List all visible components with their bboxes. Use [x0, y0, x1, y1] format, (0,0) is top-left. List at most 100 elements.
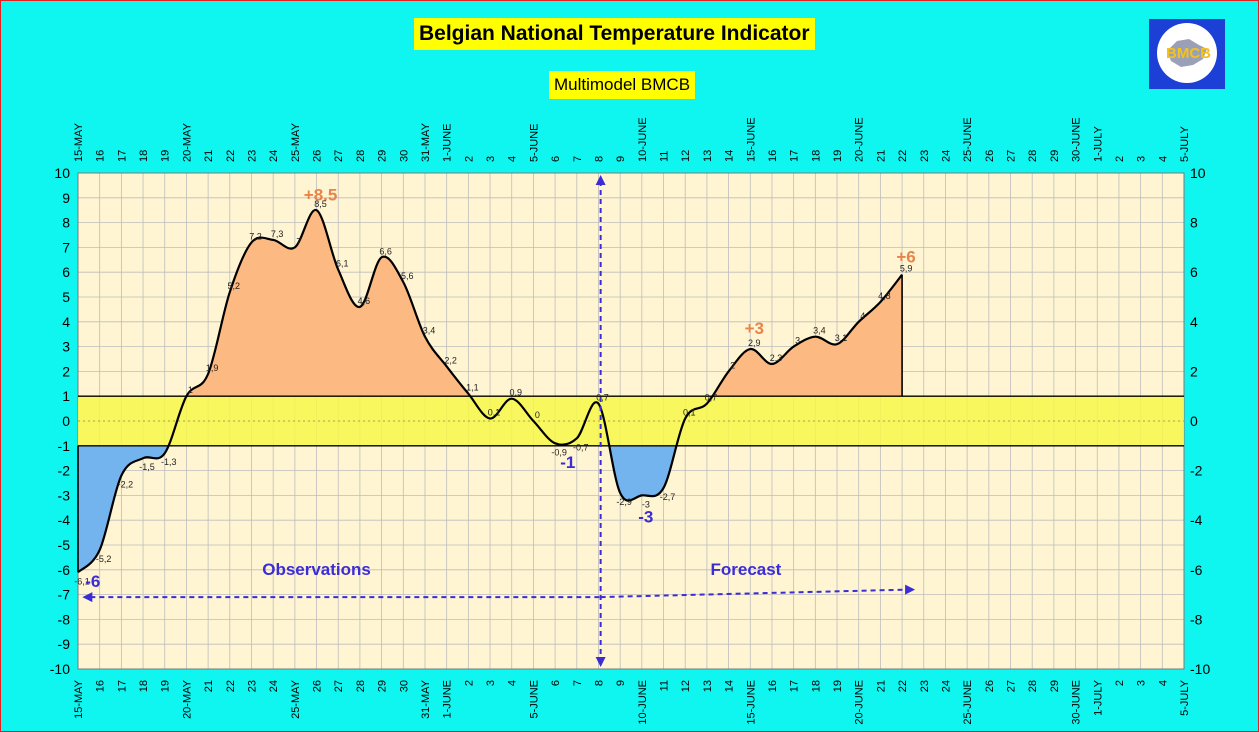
belgium-map-icon: [1167, 39, 1207, 67]
band-lines: [77, 274, 1184, 573]
y-tick-right: -4: [1190, 512, 1203, 528]
y-tick-left: -7: [58, 587, 71, 603]
y-tick-left: 8: [62, 215, 70, 231]
x-tick-top: 12: [680, 150, 692, 162]
data-label: -5,2: [96, 554, 112, 564]
x-tick-bottom: 21: [875, 680, 887, 692]
data-label: 5,9: [900, 264, 913, 274]
x-tick-bottom: 29: [1049, 680, 1061, 692]
x-tick-bottom: 18: [810, 680, 822, 692]
x-tick-top: 10-JUNE: [637, 117, 649, 162]
x-tick-top: 19: [160, 150, 172, 162]
x-tick-top: 6: [550, 156, 562, 162]
y-tick-left: -4: [58, 512, 71, 528]
x-tick-bottom: 24: [268, 680, 280, 692]
x-tick-bottom: 11: [659, 680, 671, 691]
y-tick-left: 5: [62, 289, 70, 305]
y-tick-left: -2: [58, 463, 71, 479]
section-label: Observations: [262, 560, 371, 579]
x-tick-bottom: 5-JUNE: [528, 680, 540, 719]
chart-subtitle: Multimodel BMCB: [549, 71, 696, 99]
data-label: 0: [535, 410, 540, 420]
data-label: -2,7: [660, 492, 676, 502]
arrow-head-left: [82, 592, 93, 603]
forecast-arrow: [600, 588, 908, 599]
data-label: -6,1: [74, 576, 90, 586]
temperature-curve: [77, 209, 903, 574]
x-tick-bottom: 27: [333, 680, 345, 692]
data-label: 1: [188, 385, 193, 395]
y-tick-right: -6: [1190, 562, 1203, 578]
x-tick-top: 4: [507, 156, 519, 162]
period-arrows: [82, 175, 916, 667]
y-tick-right: -10: [1190, 661, 1210, 677]
data-label: 5,6: [401, 271, 414, 281]
min-annotation: -6: [85, 572, 100, 591]
x-tick-top: 28: [1027, 150, 1039, 162]
data-label: 7,2: [249, 231, 262, 241]
x-tick-top: 22: [897, 150, 909, 162]
x-tick-bottom: 23: [246, 680, 258, 692]
y-tick-right: 8: [1190, 215, 1198, 231]
y-tick-left: 7: [62, 239, 70, 255]
data-label: 4,8: [878, 291, 891, 301]
x-tick-bottom: 17: [116, 680, 128, 692]
x-tick-top: 31-MAY: [420, 122, 432, 162]
x-tick-top: 5-JUNE: [528, 123, 540, 162]
arrow-head-right: [905, 584, 916, 595]
data-label: 2,3: [770, 353, 783, 363]
x-tick-top: 29: [377, 150, 389, 162]
x-tick-top: 27: [1006, 150, 1018, 162]
x-tick-top: 29: [1049, 150, 1061, 162]
y-tick-left: 3: [62, 339, 70, 355]
x-tick-bottom: 25-JUNE: [962, 680, 974, 725]
x-tick-top: 23: [919, 150, 931, 162]
data-label: 1,1: [466, 383, 479, 393]
x-tick-top: 13: [702, 150, 714, 162]
data-label: 4,6: [358, 296, 371, 306]
x-tick-bottom: 23: [919, 680, 931, 692]
y-tick-right: 10: [1190, 165, 1206, 181]
x-tick-top: 21: [203, 150, 215, 162]
x-tick-bottom: 31-MAY: [420, 679, 432, 719]
x-tick-bottom: 16: [95, 680, 107, 692]
y-tick-left: 2: [62, 363, 70, 379]
x-tick-bottom: 30-JUNE: [1071, 680, 1083, 725]
max-annotation: +3: [745, 319, 764, 338]
y-tick-left: 1: [62, 388, 70, 404]
data-label: 0,1: [488, 408, 501, 418]
y-tick-right: -2: [1190, 463, 1203, 479]
x-tick-bottom: 3: [485, 680, 497, 686]
x-tick-top: 17: [116, 150, 128, 162]
x-tick-top: 8: [593, 156, 605, 162]
data-label: 1,9: [206, 363, 219, 373]
x-tick-bottom: 9: [615, 680, 627, 686]
y-tick-left: 6: [62, 264, 70, 280]
data-labels: -6,1 -5,2 -2,2 -1,5 -1,3 1 1,9 5,2 7,2 7,3 7 8,5 6,1…: [74, 199, 912, 586]
x-tick-bottom: 3: [1136, 680, 1148, 686]
data-label: 5,2: [228, 281, 241, 291]
x-tick-top: 20-JUNE: [854, 117, 866, 162]
x-tick-top: 19: [832, 150, 844, 162]
y-tick-left: 4: [62, 314, 70, 330]
min-annotation: -3: [638, 508, 653, 527]
y-tick-right: 2: [1190, 363, 1198, 379]
x-tick-bottom: 14: [724, 680, 736, 692]
y-tick-left: 0: [62, 413, 70, 429]
x-tick-top: 18: [138, 150, 150, 162]
y-tick-left: -10: [50, 661, 70, 677]
data-label: 6,1: [336, 259, 349, 269]
x-tick-top: 16: [767, 150, 779, 162]
data-label: 6,6: [379, 246, 392, 256]
data-label: 0,1: [683, 408, 696, 418]
x-axis-bottom: 15-MAY 16 17 18 19 20-MAY 21 22 23 24 25-MAY 26 27 28…: [73, 679, 1191, 724]
x-tick-bottom: 22: [225, 680, 237, 692]
x-tick-top: 16: [95, 150, 107, 162]
data-label: 0,9: [509, 388, 522, 398]
x-tick-top: 4: [1157, 156, 1169, 162]
x-tick-bottom: 20-JUNE: [854, 680, 866, 725]
x-tick-top: 15-JUNE: [745, 117, 757, 162]
x-tick-bottom: 16: [767, 680, 779, 692]
y-tick-left: 9: [62, 190, 70, 206]
x-tick-bottom: 1-JUNE: [442, 680, 454, 719]
